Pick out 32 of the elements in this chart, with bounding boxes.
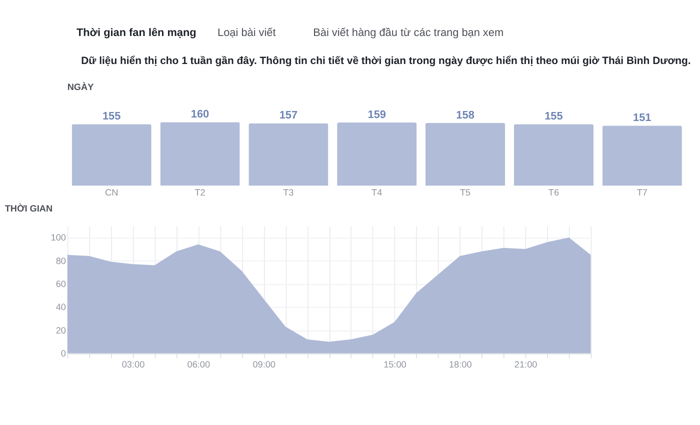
chart-title: NGÀY [67, 81, 94, 92]
y-tick-label: 80 [56, 256, 66, 266]
x-tick-label: 21:00 [514, 359, 538, 370]
x-tick-label: 18:00 [448, 359, 472, 370]
y-tick-label: 0 [60, 348, 66, 358]
data-label: 155 [544, 110, 563, 123]
text: Loại bài viết [218, 26, 276, 39]
data-label: 157 [279, 110, 298, 122]
text: Bài viết hàng đầu từ các trang bạn xem [313, 26, 504, 39]
chart-title: THỜI GIAN [4, 202, 53, 214]
text: Thời gian fan lên mạng [76, 26, 196, 39]
data-label: 155 [102, 110, 121, 123]
x-tick-label: T2 [194, 187, 206, 198]
x-tick-label: T5 [460, 187, 471, 198]
y-tick-label: 100 [50, 232, 66, 243]
x-tick-label: 15:00 [384, 359, 406, 370]
data-label: 159 [368, 108, 386, 121]
x-tick-label: CN [105, 187, 118, 198]
data-label: 151 [633, 112, 652, 124]
x-tick-label: T6 [548, 187, 560, 198]
x-tick-label: 03:00 [122, 359, 145, 370]
y-tick-label: 60 [56, 278, 66, 289]
data-label: 158 [456, 109, 474, 122]
data-label: 160 [190, 108, 210, 121]
x-tick-label: T7 [636, 187, 648, 198]
x-tick-label: T4 [372, 187, 382, 198]
x-tick-label: 06:00 [187, 359, 210, 370]
y-tick-label: 40 [56, 302, 66, 312]
y-tick-label: 20 [56, 325, 66, 336]
text: Dữ liệu hiển thị cho 1 tuần gần đây. Thông tin chi tiết về thời gian trong ngày được hiển thị theo múi giờ Thái Bình Dương. [81, 54, 691, 67]
x-tick-label: T3 [283, 187, 294, 198]
x-tick-label: 09:00 [252, 359, 276, 370]
